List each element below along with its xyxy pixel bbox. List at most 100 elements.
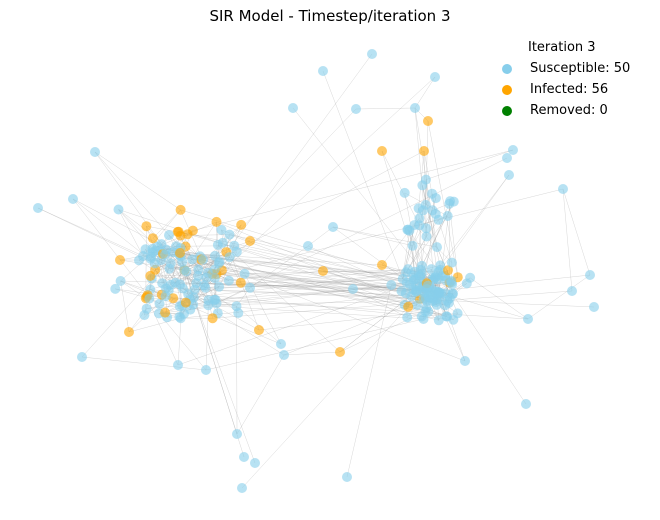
susceptible-node <box>165 258 176 269</box>
infected-node <box>160 307 171 318</box>
susceptible-node <box>422 280 433 291</box>
susceptible-marker <box>502 63 512 74</box>
susceptible-node <box>229 240 240 251</box>
legend-label-infected: Infected: 56 <box>530 82 609 97</box>
infected-node <box>335 347 345 357</box>
susceptible-node <box>239 268 250 279</box>
susceptible-node <box>430 72 440 82</box>
susceptible-node <box>421 174 431 185</box>
edge <box>72 198 148 296</box>
susceptible-node <box>521 399 531 409</box>
edge <box>205 318 424 371</box>
edge <box>283 351 341 356</box>
susceptible-node <box>161 283 172 294</box>
edge <box>118 209 144 257</box>
edge <box>118 209 153 250</box>
susceptible-node <box>164 230 174 241</box>
edge <box>414 107 427 237</box>
susceptible-node <box>199 280 210 291</box>
susceptible-node <box>145 253 156 264</box>
edge <box>193 304 424 320</box>
susceptible-node <box>209 273 220 284</box>
susceptible-node <box>348 284 358 294</box>
edge <box>249 240 407 283</box>
susceptible-node <box>416 268 427 279</box>
susceptible-node <box>408 270 419 281</box>
susceptible-node <box>585 270 595 280</box>
susceptible-node <box>432 242 442 253</box>
edge <box>177 283 410 366</box>
susceptible-node <box>237 483 247 493</box>
edge <box>205 305 209 371</box>
infected-node <box>115 255 125 265</box>
susceptible-node <box>411 286 422 297</box>
susceptible-node <box>144 293 155 304</box>
susceptible-node <box>239 452 249 462</box>
susceptible-node <box>399 187 410 198</box>
legend-item-removed: Removed: 0 <box>498 100 630 121</box>
susceptible-node <box>407 240 418 251</box>
edge <box>166 288 595 308</box>
susceptible-node <box>154 298 165 309</box>
susceptible-node <box>303 241 313 251</box>
edge <box>128 318 181 333</box>
edge <box>120 280 130 333</box>
susceptible-node <box>245 282 255 293</box>
edge <box>94 151 162 245</box>
infected-node <box>377 260 387 270</box>
edge <box>339 310 426 353</box>
edge <box>180 188 564 285</box>
edge <box>120 280 146 299</box>
edge <box>469 277 529 320</box>
infected-marker <box>502 84 512 95</box>
edge <box>283 298 424 356</box>
susceptible-node <box>416 260 427 271</box>
edge <box>94 151 181 211</box>
susceptible-node <box>288 103 298 113</box>
susceptible-node <box>210 294 221 305</box>
susceptible-node <box>250 458 260 468</box>
infected-node <box>318 266 328 276</box>
edge <box>214 76 436 279</box>
susceptible-node <box>421 303 432 314</box>
edge <box>215 299 529 320</box>
edge <box>346 284 392 478</box>
susceptible-node <box>504 170 514 180</box>
susceptible-node <box>440 300 451 311</box>
susceptible-node <box>77 352 87 362</box>
susceptible-node <box>367 49 377 59</box>
susceptible-node <box>567 286 577 296</box>
susceptible-node <box>446 257 457 268</box>
susceptible-node <box>558 184 568 194</box>
edge <box>440 174 510 266</box>
edge <box>152 209 181 239</box>
edge <box>214 108 357 257</box>
susceptible-node <box>217 237 228 248</box>
edge <box>216 157 508 304</box>
edge <box>425 149 514 180</box>
edge <box>158 313 207 371</box>
susceptible-node <box>160 291 171 302</box>
infected-node <box>419 146 429 156</box>
edge <box>180 274 591 319</box>
susceptible-node <box>351 104 361 114</box>
susceptible-node <box>460 356 470 366</box>
infected-node <box>168 293 179 304</box>
edge <box>241 276 436 489</box>
susceptible-node <box>508 145 518 155</box>
edge <box>258 311 429 331</box>
infected-node <box>211 216 222 227</box>
edge <box>199 256 427 284</box>
edge <box>142 255 448 317</box>
edge <box>181 300 427 306</box>
edge <box>158 282 407 314</box>
edge <box>427 120 458 278</box>
infected-node <box>175 230 186 241</box>
infected-node <box>145 270 156 281</box>
legend-item-infected: Infected: 56 <box>498 79 630 100</box>
susceptible-node <box>465 272 476 283</box>
susceptible-node <box>409 220 420 231</box>
susceptible-node <box>170 277 181 288</box>
edge <box>161 251 439 321</box>
